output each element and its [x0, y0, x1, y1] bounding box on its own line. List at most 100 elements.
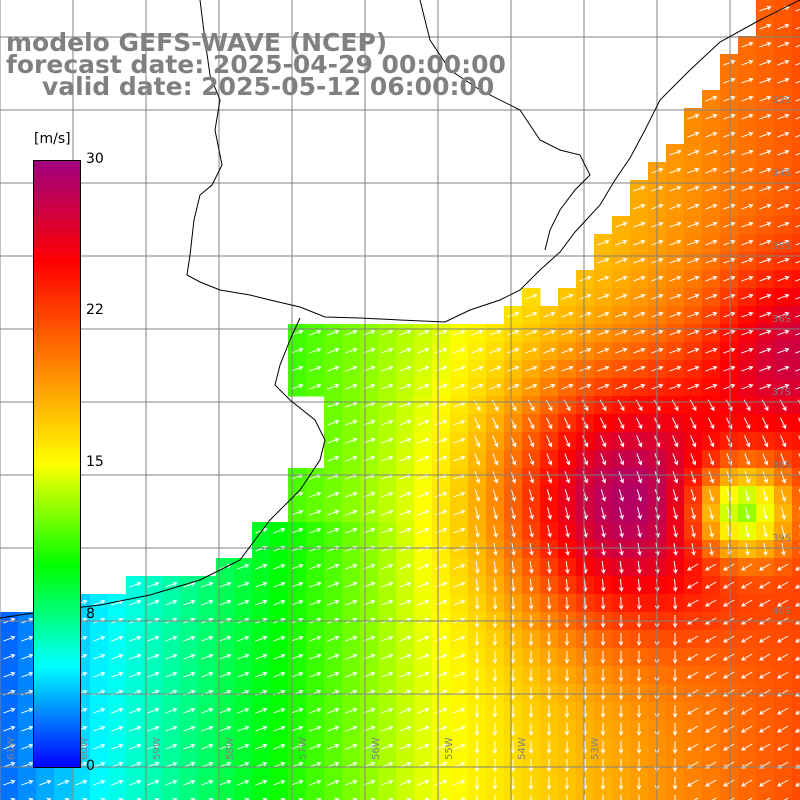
wind-arrow [3, 635, 16, 642]
wind-arrow [492, 471, 499, 484]
wind-speed-cell [792, 522, 800, 541]
wind-arrow [417, 635, 430, 642]
wind-arrow [636, 596, 642, 611]
wind-arrow [510, 777, 516, 791]
wind-speed-cell [792, 36, 800, 55]
wind-arrow [309, 329, 322, 336]
wind-arrow [795, 116, 800, 120]
wind-arrow [507, 347, 520, 354]
wind-arrow [474, 705, 480, 719]
wind-arrow [525, 293, 538, 300]
wind-arrow [741, 41, 754, 48]
wind-arrow [674, 795, 676, 800]
wind-arrow [687, 383, 700, 390]
wind-arrow [636, 723, 642, 737]
wind-arrow [435, 635, 448, 642]
wind-arrow [722, 599, 735, 607]
wind-arrow [21, 653, 34, 660]
wind-speed-cell [792, 18, 800, 37]
wind-arrow [669, 311, 682, 318]
wind-arrow [600, 777, 606, 791]
wind-arrow [781, 507, 786, 520]
wind-arrow [381, 365, 394, 372]
wind-arrow [564, 471, 571, 484]
wind-arrow [636, 741, 642, 755]
wind-arrow [636, 777, 642, 791]
wind-arrow [759, 185, 772, 192]
wind-arrow [565, 560, 570, 574]
wind-arrow [165, 671, 178, 678]
wind-arrow [669, 383, 682, 390]
wind-arrow [255, 635, 268, 642]
wind-arrow [474, 669, 480, 683]
wind-arrow [381, 761, 394, 768]
wind-arrow [741, 311, 754, 318]
wind-speed-cell [792, 144, 800, 163]
wind-arrow [237, 635, 250, 642]
wind-arrow [511, 507, 516, 520]
wind-arrow [399, 653, 412, 660]
wind-arrow [291, 653, 304, 660]
wind-arrow [417, 779, 430, 786]
wind-arrow [3, 671, 16, 678]
wind-arrow [345, 383, 358, 390]
wind-arrow [669, 293, 682, 300]
wind-arrow [309, 671, 322, 678]
wind-arrow [686, 707, 699, 715]
wind-arrow [453, 635, 466, 642]
wind-arrow [417, 581, 430, 588]
wind-arrow [777, 347, 790, 354]
wind-arrow [493, 560, 498, 574]
wind-arrow [399, 671, 412, 678]
wind-arrow [309, 761, 322, 768]
wind-arrow [201, 725, 214, 732]
wind-arrow [741, 347, 754, 354]
wind-arrow [601, 525, 606, 538]
wind-arrow [93, 671, 106, 678]
wind-arrow [345, 527, 358, 534]
wind-arrow [291, 329, 304, 336]
wind-arrow [111, 653, 124, 660]
wind-arrow [381, 707, 394, 714]
wind-arrow [489, 383, 502, 390]
wind-speed-cell [324, 792, 343, 800]
wind-speed-cell [792, 558, 800, 577]
wind-arrow [3, 761, 16, 768]
wind-arrow [759, 23, 772, 30]
wind-arrow [740, 671, 753, 679]
wind-arrow [435, 527, 448, 534]
wind-arrow [3, 743, 16, 750]
wind-arrow [547, 543, 552, 556]
wind-arrow [528, 651, 534, 665]
wind-arrow [453, 761, 466, 768]
wind-arrow [147, 581, 160, 588]
wind-arrow [615, 347, 628, 354]
wind-arrow [765, 797, 771, 800]
wind-speed-cell [396, 792, 415, 800]
wind-arrow [237, 725, 250, 732]
wind-arrow [291, 347, 304, 354]
wind-arrow [564, 669, 570, 683]
wind-arrow [381, 527, 394, 534]
wind-arrow [618, 669, 624, 683]
wind-arrow [669, 329, 682, 336]
wind-arrow [672, 596, 678, 611]
lon-label: 59W [152, 737, 163, 760]
wind-arrow [219, 599, 232, 606]
wind-arrow [510, 723, 516, 737]
wind-arrow [201, 779, 214, 786]
wind-speed-cell [90, 792, 109, 800]
wind-arrow [722, 581, 735, 589]
wind-arrow [672, 633, 678, 647]
lon-label: 58W [225, 737, 236, 760]
wind-arrow [435, 563, 448, 570]
wind-arrow [704, 635, 717, 643]
wind-arrow [669, 239, 682, 246]
wind-arrow [327, 365, 340, 372]
wind-arrow [546, 578, 552, 593]
wind-arrow [561, 293, 574, 300]
wind-arrow [543, 329, 556, 336]
wind-arrow [744, 471, 751, 484]
wind-arrow [528, 669, 534, 683]
wind-arrow [453, 383, 466, 390]
